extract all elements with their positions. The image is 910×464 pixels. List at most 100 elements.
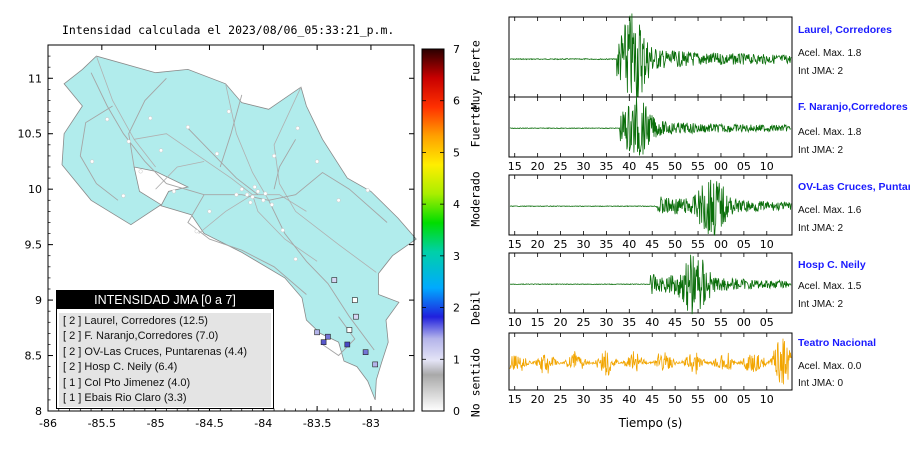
- road-line: [187, 194, 307, 295]
- colorbar-category-label: Debil: [469, 290, 483, 325]
- seismogram-trace: [509, 13, 792, 101]
- colorbar-tick-label: 0: [453, 405, 460, 418]
- time-tick-label: 30: [576, 238, 590, 251]
- x-tick-label: -86: [39, 417, 57, 430]
- province-boundary: [273, 86, 377, 273]
- colorbar-category-label: No sentido: [469, 348, 483, 417]
- town-marker: [207, 209, 212, 214]
- time-tick-label: 20: [554, 316, 568, 329]
- x-tick-label: -84: [254, 417, 272, 430]
- colorbar-category-label: Moderado: [469, 171, 483, 226]
- time-tick-label: 00: [737, 316, 751, 329]
- time-tick-label: 05: [737, 160, 751, 173]
- seismogram-panel: [508, 174, 793, 236]
- station-marker: [331, 277, 338, 283]
- town-marker: [194, 229, 199, 234]
- station-jma: Int JMA: 2: [798, 223, 844, 234]
- town-marker: [185, 125, 190, 130]
- road-line: [79, 105, 119, 201]
- station-name: F. Naranjo,Corredores: [798, 101, 908, 113]
- seismogram-panel: [508, 252, 793, 314]
- town-marker: [261, 198, 266, 203]
- station-marker: [346, 327, 353, 333]
- y-tick-label: 9.5: [25, 239, 43, 252]
- time-tick-label: 20: [531, 238, 545, 251]
- x-tick-label: -83.5: [303, 417, 331, 430]
- time-tick-label: 15: [508, 393, 522, 406]
- time-tick-label: 35: [622, 316, 636, 329]
- time-tick-label: 30: [599, 316, 613, 329]
- y-tick-label: 8.5: [25, 350, 43, 363]
- town-marker: [336, 198, 341, 203]
- town-marker: [234, 192, 239, 197]
- road-line: [128, 77, 167, 168]
- province-boundary: [225, 83, 270, 201]
- station-name: Laurel, Corredores: [798, 24, 892, 36]
- town-marker: [252, 184, 257, 190]
- station-accel: Acel. Max. 1.8: [798, 127, 862, 138]
- legend-row: [ 2 ] F. Naranjo,Corredores (7.0): [63, 330, 219, 343]
- time-tick-label: 05: [760, 316, 774, 329]
- x-tick-label: -84.5: [195, 417, 223, 430]
- province-boundary: [252, 194, 318, 262]
- town-marker: [255, 189, 260, 194]
- station-marker: [325, 333, 331, 340]
- time-tick-label: 55: [714, 316, 728, 329]
- station-accel: Acel. Max. 1.5: [798, 281, 862, 292]
- legend-body: [ 2 ] Laurel, Corredores (12.5) [ 2 ] F.…: [59, 313, 271, 407]
- time-tick-label: 10: [760, 160, 774, 173]
- town-marker: [171, 189, 176, 194]
- town-marker: [250, 194, 255, 199]
- time-tick-label: 15: [531, 316, 545, 329]
- province-boundary: [134, 133, 253, 196]
- legend-row: [ 2 ] OV-Las Cruces, Puntarenas (4.4): [63, 345, 248, 358]
- station-accel: Acel. Max. 1.6: [798, 205, 862, 216]
- map-title: Intensidad calculada el 2023/08/06_05:33…: [62, 23, 394, 37]
- time-tick-label: 10: [760, 393, 774, 406]
- colorbar-tick-label: 5: [453, 146, 460, 159]
- road-line: [273, 139, 296, 190]
- station-name: Hosp C. Neily: [798, 259, 866, 271]
- time-tick-label: 45: [645, 238, 659, 251]
- time-tick-label: 40: [622, 160, 636, 173]
- time-tick-label: 10: [760, 238, 774, 251]
- colorbar-tick-label: 6: [453, 95, 460, 108]
- town-marker: [126, 139, 131, 144]
- seismogram-trace: [509, 179, 792, 237]
- town-marker: [295, 126, 300, 131]
- station-jma: Int JMA: 2: [798, 145, 844, 156]
- x-tick-label: -85: [147, 417, 165, 430]
- town-marker: [239, 187, 244, 192]
- town-marker: [226, 109, 231, 114]
- time-tick-label: 30: [576, 393, 590, 406]
- legend-row: [ 1 ] Ebais Rio Claro (3.3): [63, 392, 187, 405]
- time-tick-label: 15: [508, 238, 522, 251]
- x-tick-label: -85.5: [88, 417, 116, 430]
- colorbar-category-label: Fuerte: [469, 106, 483, 148]
- town-marker: [365, 188, 370, 193]
- road-line: [90, 72, 388, 223]
- time-tick-label: 00: [714, 393, 728, 406]
- station-marker: [314, 329, 320, 336]
- town-marker: [272, 153, 277, 158]
- time-tick-label: 25: [554, 393, 568, 406]
- time-tick-label: 20: [531, 393, 545, 406]
- time-tick-label: 50: [668, 160, 682, 173]
- time-tick-label: 25: [554, 238, 568, 251]
- time-tick-label: 45: [645, 160, 659, 173]
- province-boundary: [96, 55, 156, 168]
- town-marker: [214, 151, 220, 156]
- town-marker: [148, 116, 153, 121]
- time-tick-label: 00: [714, 238, 728, 251]
- station-name: OV-Las Cruces, Puntar: [798, 181, 910, 193]
- intensity-legend: INTENSIDAD JMA [0 a 7] [ 2 ] Laurel, Cor…: [56, 290, 274, 409]
- colorbar-tick-label: 4: [453, 198, 460, 211]
- y-tick-label: 9: [35, 294, 42, 307]
- station-name: Teatro Nacional: [798, 337, 876, 349]
- town-marker: [121, 193, 126, 198]
- town-marker: [315, 159, 320, 164]
- colorbar-tick-label: 2: [453, 302, 460, 315]
- station-marker: [362, 349, 369, 356]
- station-marker: [320, 339, 327, 346]
